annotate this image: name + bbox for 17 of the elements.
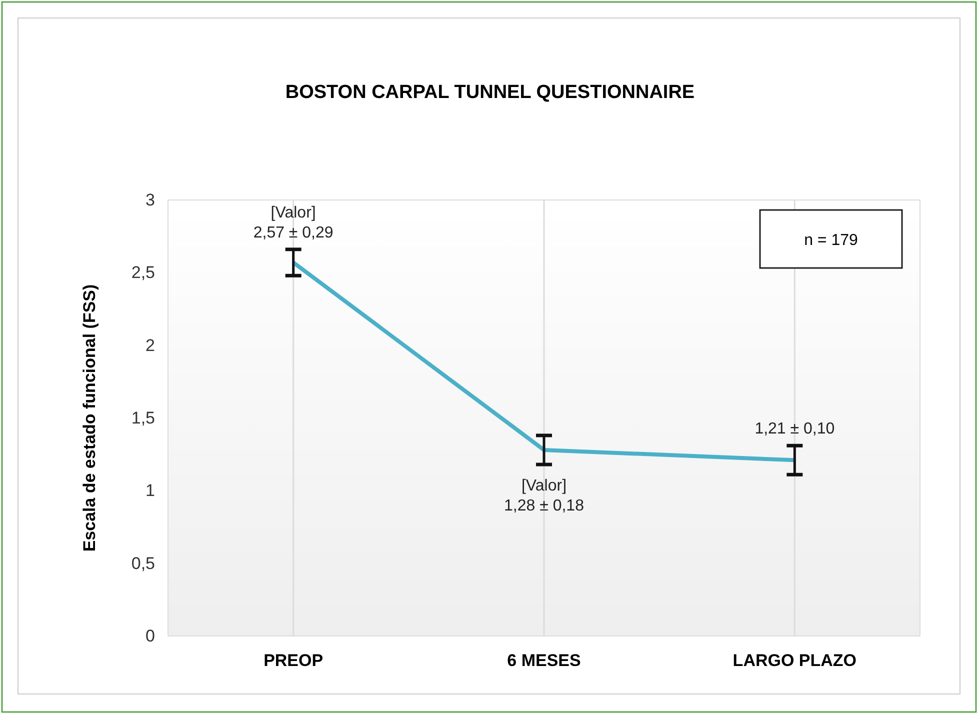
y-tick-label: 2,5 bbox=[131, 263, 155, 282]
y-tick-label: 2 bbox=[146, 336, 155, 355]
y-tick-label: 1,5 bbox=[131, 408, 155, 428]
y-tick-label: 0,5 bbox=[131, 554, 155, 573]
y-tick-label: 0 bbox=[146, 626, 155, 646]
note-box: n = 179 bbox=[759, 209, 903, 269]
data-label: 1,21 ± 0,10 bbox=[754, 420, 835, 438]
data-label: [Valor] 1,28 ± 0,18 bbox=[504, 478, 584, 515]
x-tick-label: LARGO PLAZO bbox=[732, 651, 857, 670]
y-axis-title: Escala de estado funcional (FSS) bbox=[80, 284, 99, 552]
data-label: [Valor] 2,57 ± 0,29 bbox=[253, 204, 334, 242]
annotation: n = 179 bbox=[804, 232, 858, 249]
y-tick-label: 3 bbox=[146, 190, 155, 210]
y-tick-label: 1 bbox=[146, 481, 155, 500]
chart-title: BOSTON CARPAL TUNNEL QUESTIONNAIRE bbox=[285, 82, 695, 103]
x-tick-label: 6 MESES bbox=[507, 651, 581, 670]
x-tick-label: PREOP bbox=[264, 651, 324, 670]
